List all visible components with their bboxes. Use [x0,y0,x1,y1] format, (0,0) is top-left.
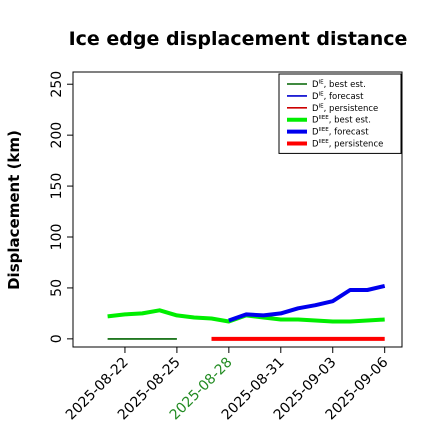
legend-label: DIE, persistence [312,103,378,114]
legend-label-suffix: , forecast [329,128,369,138]
y-tick-label: 0 [49,334,65,343]
legend-label-sup: IE [319,103,325,109]
y-tick-label: 200 [49,122,65,149]
plot-frame [72,71,403,348]
legend-label: DIIEE, best est. [312,115,371,126]
series-layer [107,283,386,341]
legend-label: DIE, forecast [312,91,364,102]
legend-label: DIIEE, forecast [312,127,369,138]
legend-label-suffix: , best est. [329,116,371,126]
y-tick-label: 50 [49,279,65,297]
legend-label-base: D [312,104,319,114]
y-axis-label: Displacement (km) [5,130,23,290]
y-tick-label: 150 [49,173,65,200]
legend-label-suffix: , forecast [324,92,364,102]
legend-label-sup: IE [319,80,325,86]
legend-label-base: D [312,92,319,102]
legend-label-base: D [312,128,319,138]
legend-label-base: D [312,80,319,90]
legend-label-suffix: , persistence [329,140,384,150]
series-line-4 [228,283,386,323]
legend-label-base: D [312,116,319,126]
legend-label: DIE, best est. [312,80,366,91]
y-tick-label: 100 [49,224,65,251]
legend-label-sup: IIEE [319,127,330,133]
y-tick-label: 250 [49,71,65,98]
chart-title: Ice edge displacement distance [69,28,408,50]
legend-label-base: D [312,140,319,150]
legend-box [278,73,402,154]
legend-label-sup: IE [319,91,325,97]
legend-label-sup: IIEE [319,139,330,145]
legend-label-suffix: , persistence [324,104,379,114]
legend-label-suffix: , best est. [324,80,366,90]
legend-label: DIIEE, persistence [312,139,383,150]
legend-label-sup: IIEE [319,115,330,121]
